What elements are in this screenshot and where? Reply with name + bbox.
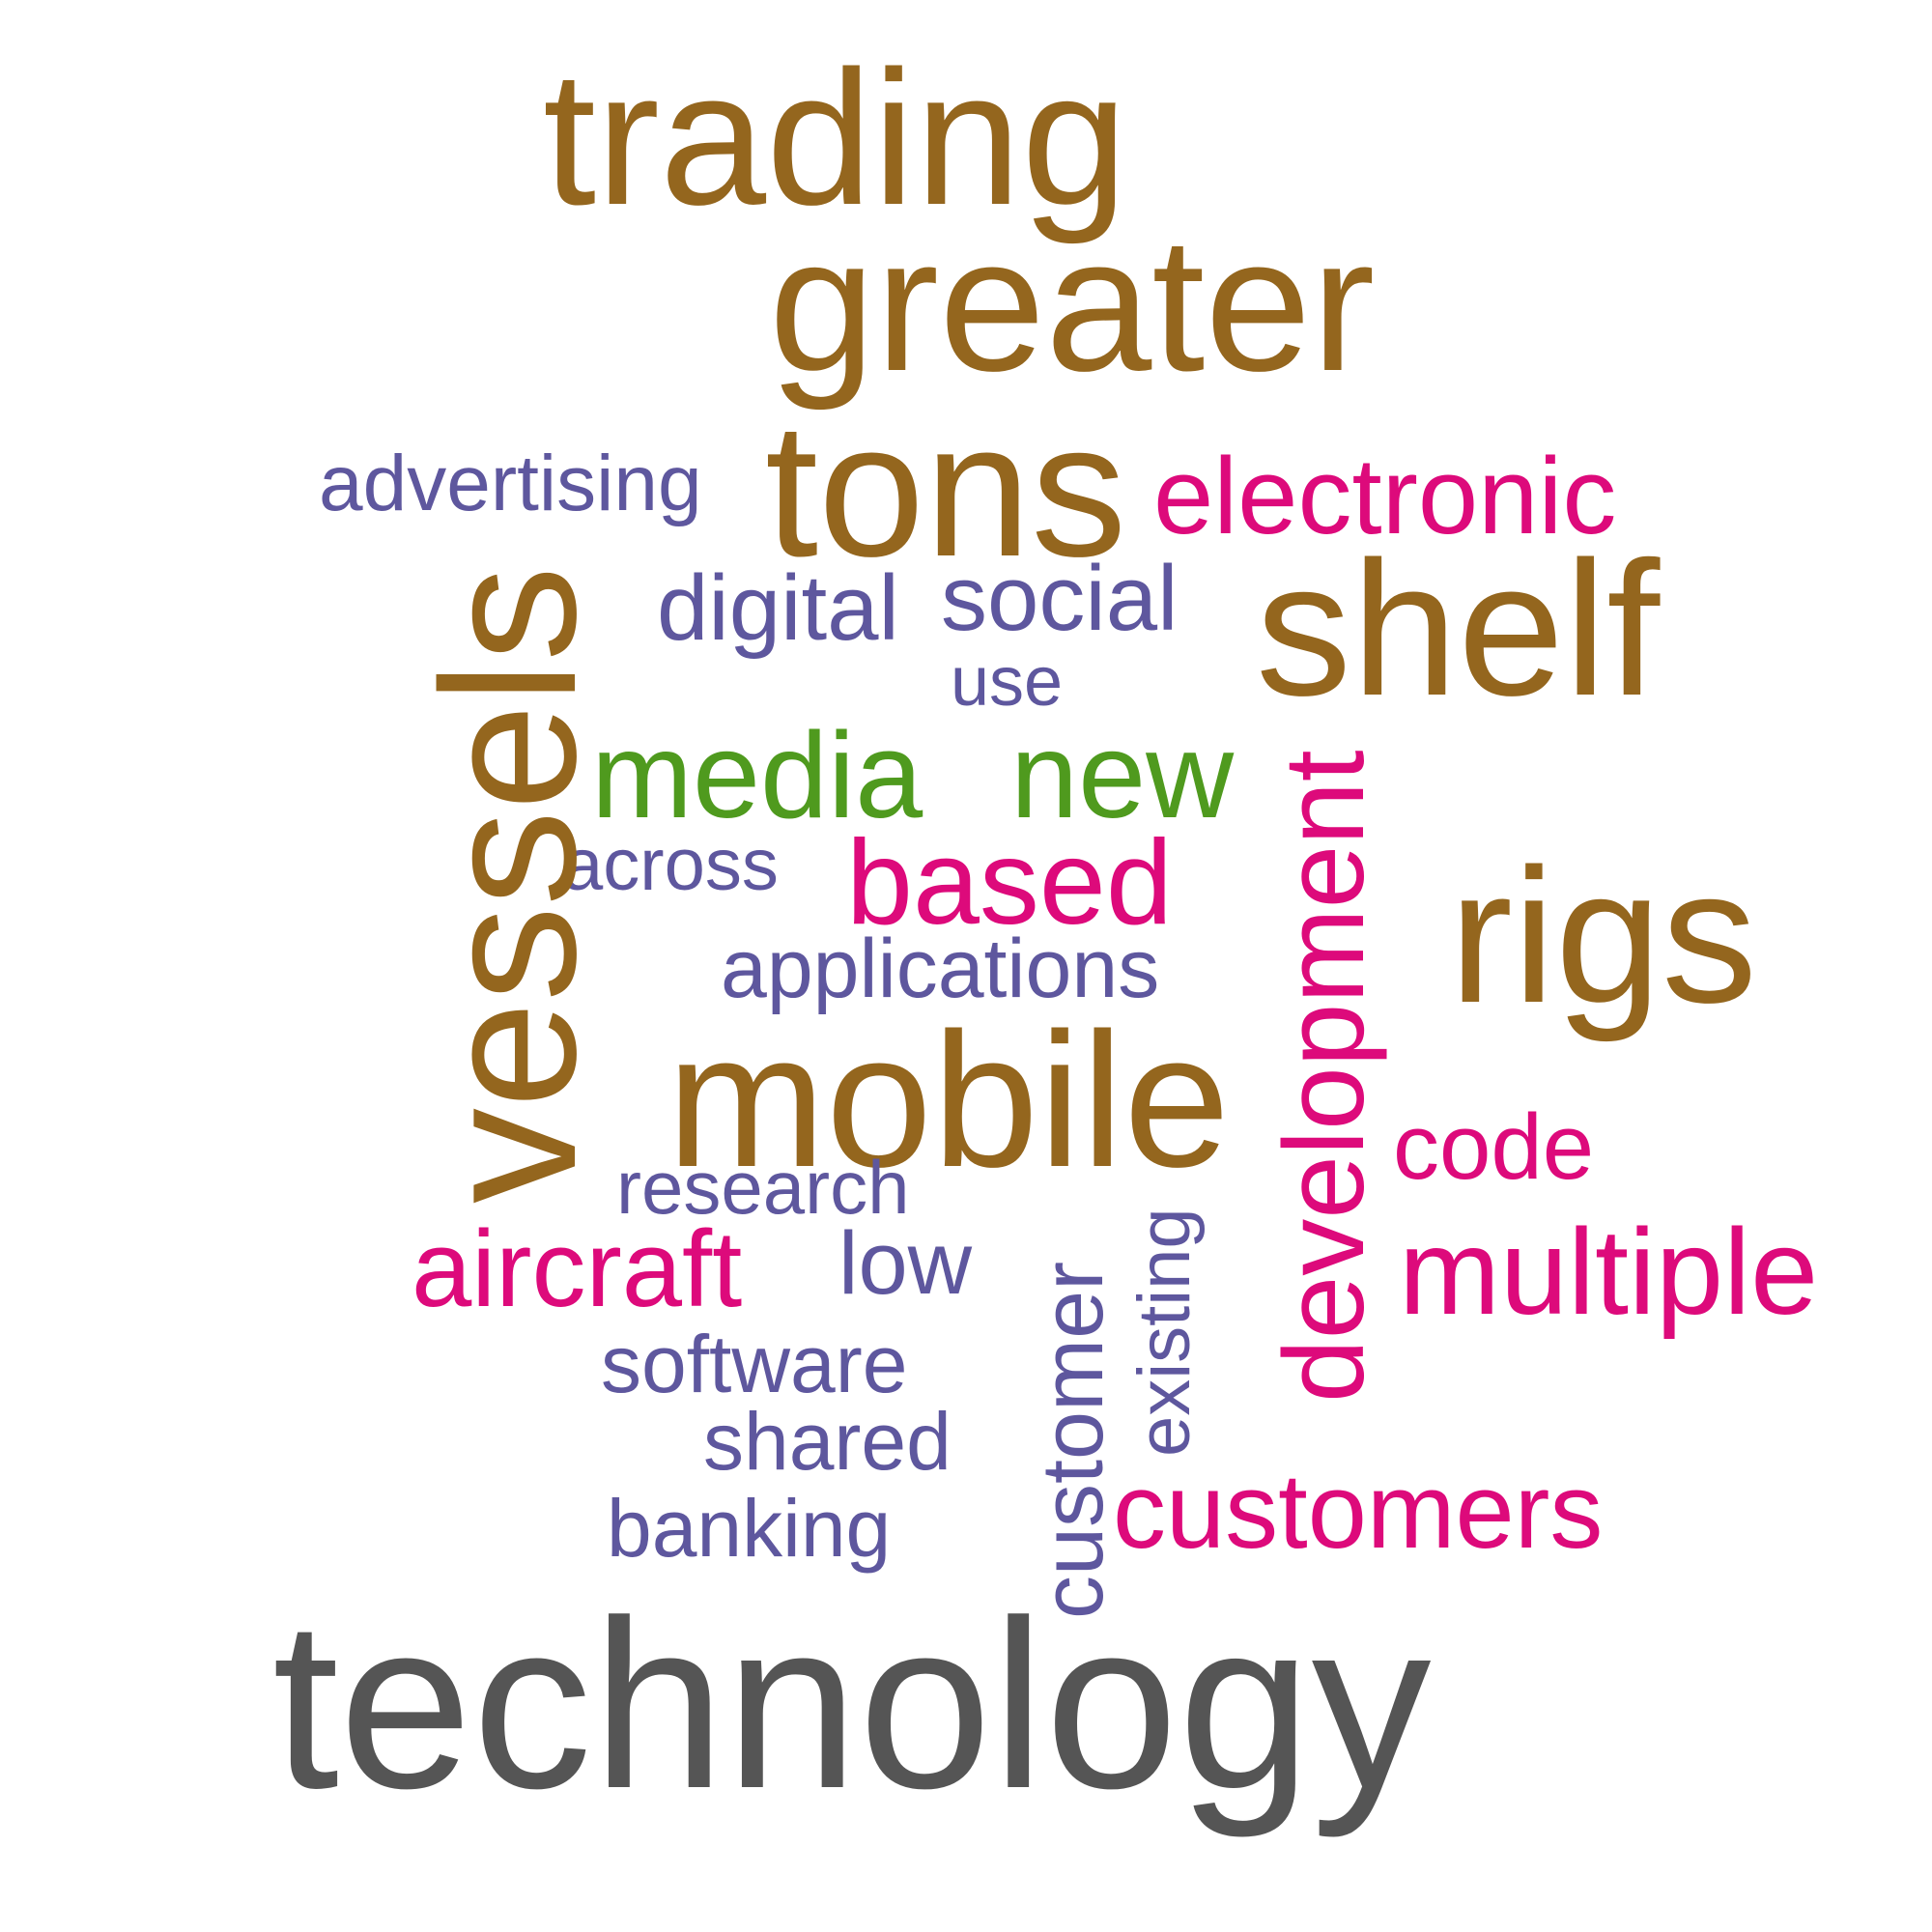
word-greater: greater [769,197,1376,411]
word-customer: customer [1025,1261,1122,1619]
word-low: low [838,1214,973,1313]
word-social: social [941,547,1179,650]
word-across: across [562,824,779,906]
word-shared: shared [703,1396,952,1487]
word-vessels: vessels [402,565,615,1204]
word-rigs: rigs [1449,829,1758,1042]
word-research: research [616,1145,910,1230]
word-electronic: electronic [1153,436,1617,556]
word-tons: tons [765,383,1127,596]
word-mobile: mobile [667,993,1231,1207]
word-use: use [951,643,1064,721]
word-shelf: shelf [1256,522,1661,735]
word-new: new [1010,707,1235,843]
word-digital: digital [657,556,899,660]
word-trading: trading [543,31,1128,244]
word-technology: technology [272,1570,1432,1838]
word-advertising: advertising [319,440,702,527]
word-multiple: multiple [1399,1204,1819,1340]
word-existing: existing [1123,1208,1206,1457]
word-applications: applications [721,923,1160,1015]
word-banking: banking [607,1483,892,1574]
word-customers: customers [1113,1452,1604,1571]
word-software: software [601,1319,908,1409]
word-aircraft: aircraft [412,1208,743,1329]
word-based: based [846,816,1173,950]
word-development: development [1261,750,1388,1403]
word-code: code [1393,1095,1595,1199]
word-media: media [591,707,923,843]
